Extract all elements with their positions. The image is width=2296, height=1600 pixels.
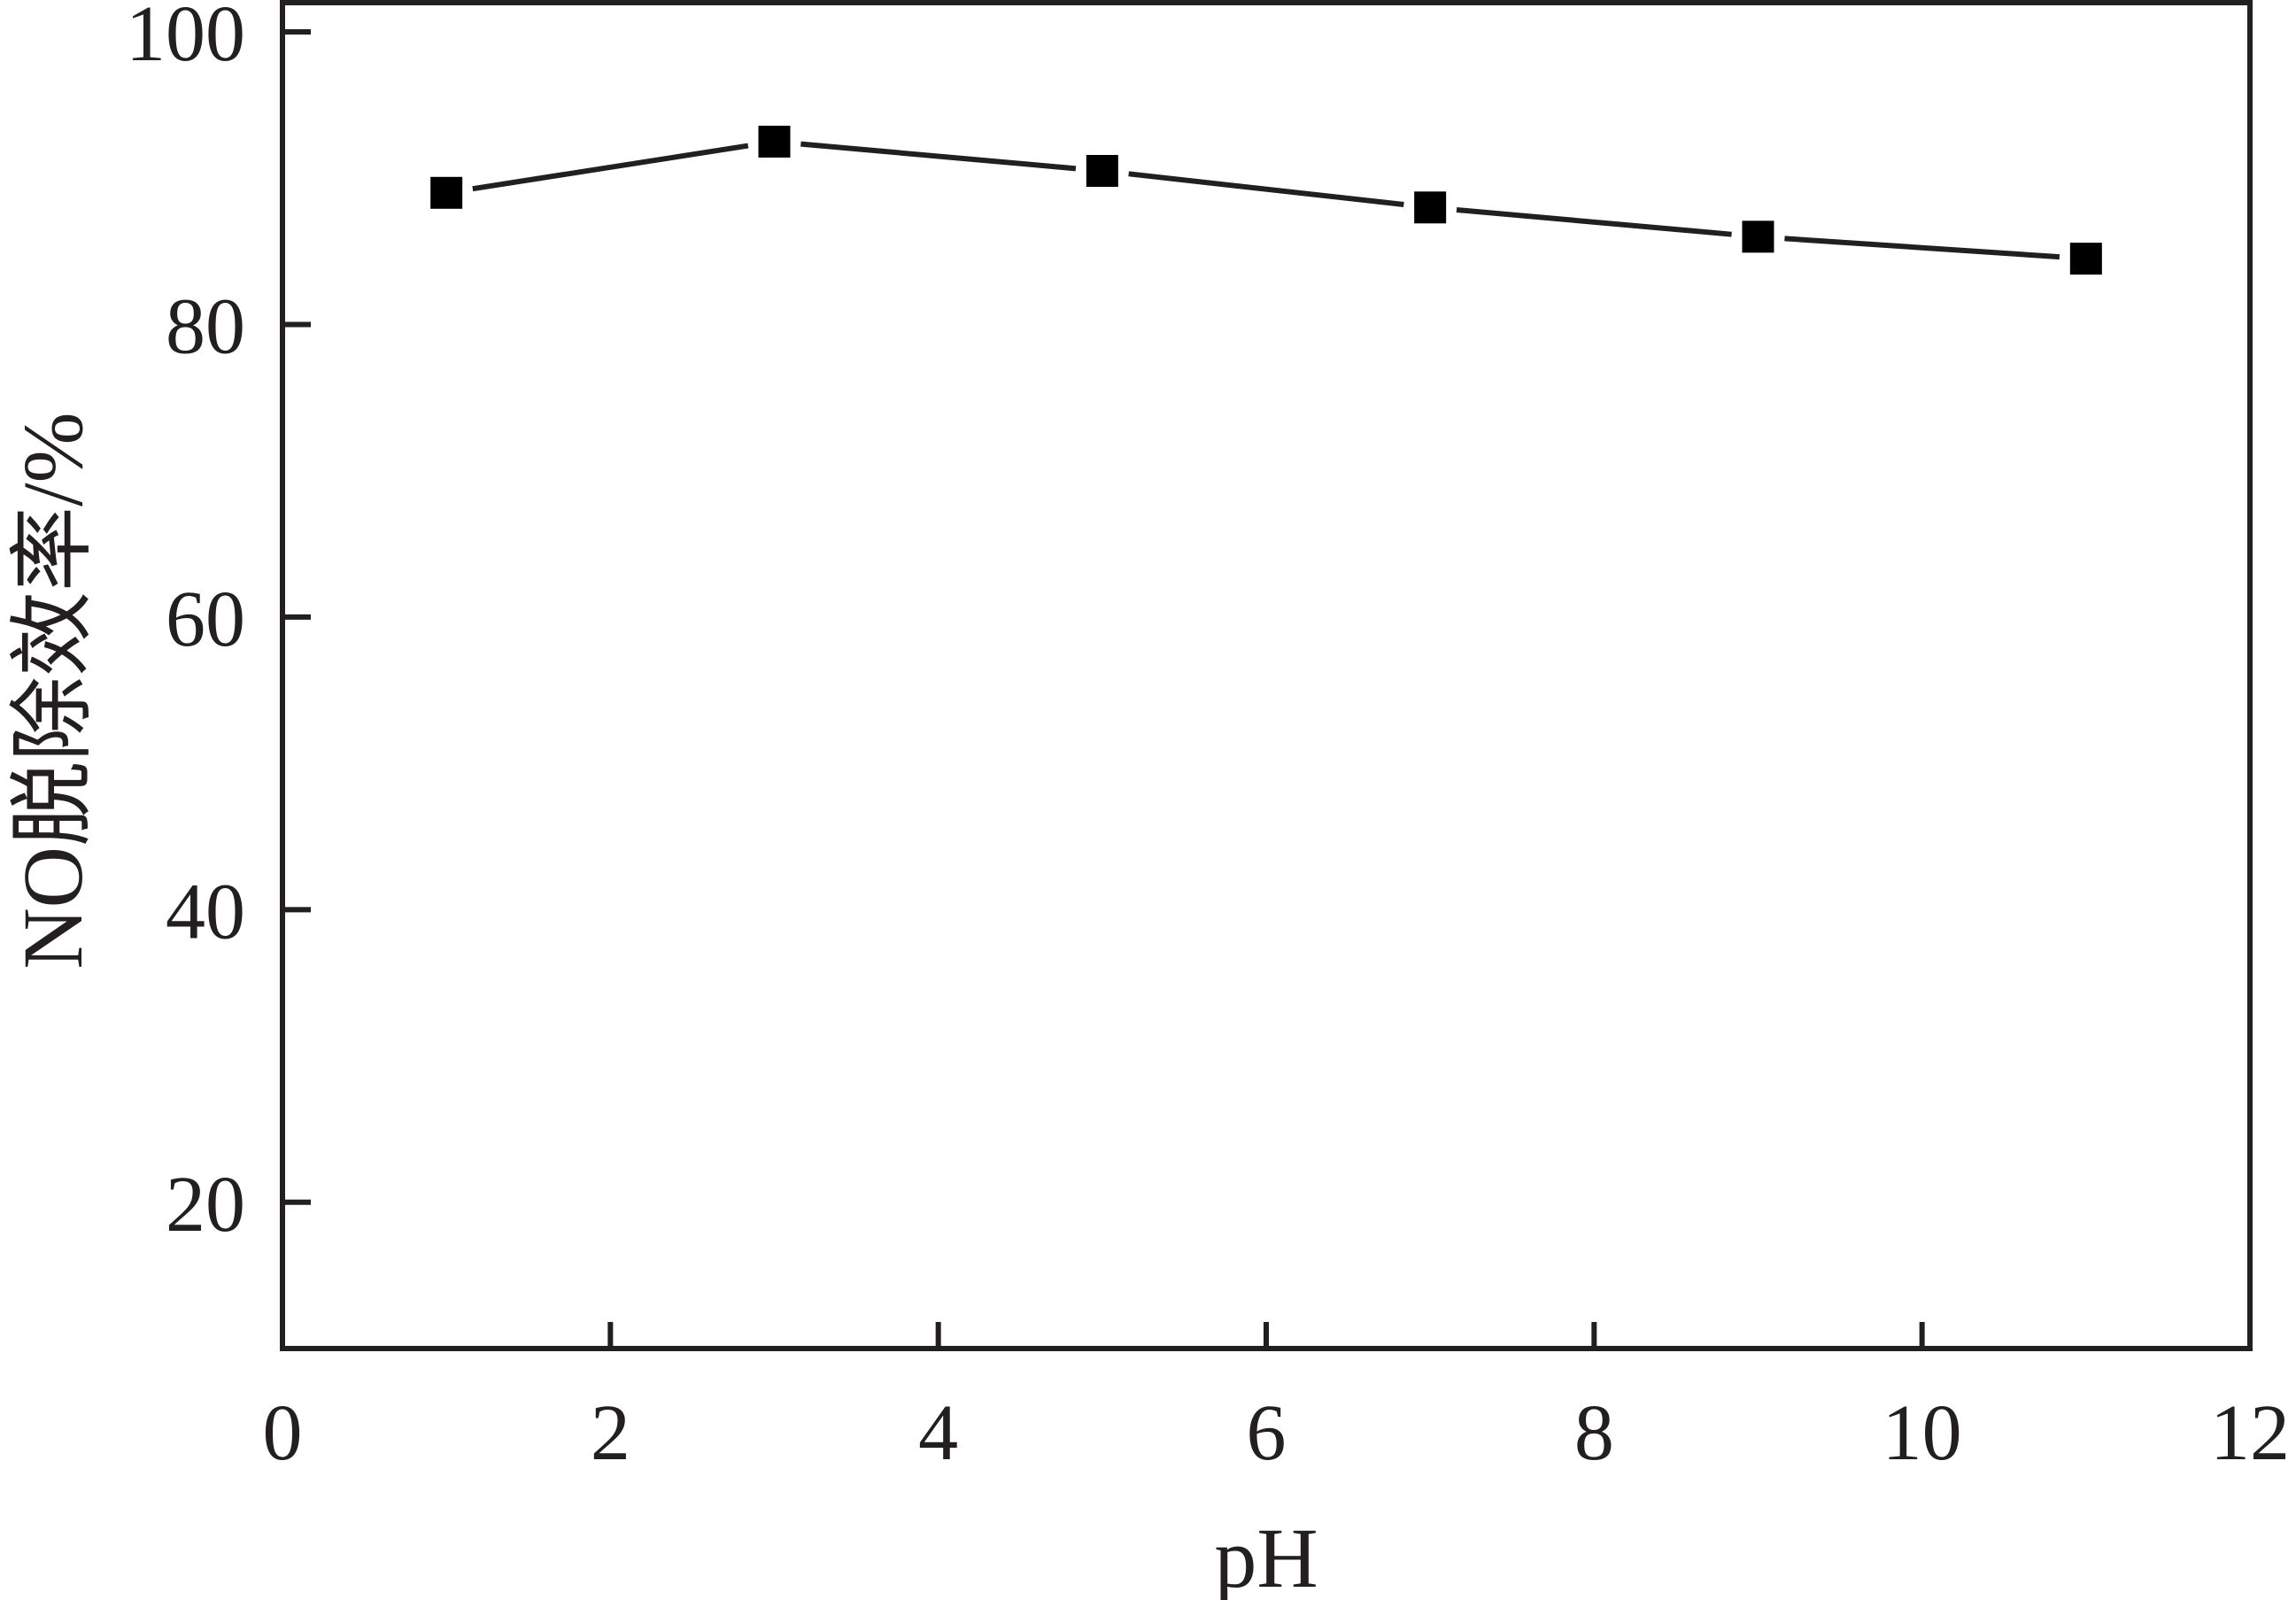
y-axis-title: NO脱除效率/%	[5, 412, 100, 969]
y-ticks: 20 40 60 80 100	[126, 0, 311, 1248]
x-tick-label-6: 12	[2210, 1389, 2290, 1477]
series-0-point-1	[758, 125, 791, 158]
y-tick-label-1: 40	[166, 868, 245, 955]
x-tick-label-4: 8	[1574, 1389, 1614, 1477]
series-0-segment-3	[1456, 206, 1732, 237]
y-tick-label-4: 100	[126, 0, 245, 78]
y-tick-label-2: 60	[166, 576, 245, 663]
series-0-point-2	[1086, 155, 1118, 187]
series-0-segment-2	[1128, 171, 1404, 207]
series-0-segment-1	[800, 141, 1077, 172]
x-tick-label-1: 2	[591, 1389, 630, 1477]
x-tick-label-2: 4	[918, 1389, 958, 1477]
series-0-point-0	[430, 176, 463, 209]
y-tick-label-0: 20	[166, 1161, 245, 1248]
x-axis-title: pH	[1214, 1511, 1318, 1600]
series-0-segment-4	[1784, 236, 2060, 260]
series-lines	[472, 141, 2060, 260]
x-ticks: 0 2 4 6 8 10 12	[263, 1322, 2290, 1477]
x-tick-label-3: 6	[1247, 1389, 1287, 1477]
plot-frame	[280, 0, 2253, 1351]
series-points	[430, 125, 2102, 275]
series-0-segment-0	[472, 143, 749, 192]
series-0-point-4	[1742, 220, 1774, 253]
y-tick-label-3: 80	[166, 282, 245, 370]
x-tick-label-0: 0	[263, 1389, 303, 1477]
x-tick-label-5: 10	[1882, 1389, 1962, 1477]
series-0-point-3	[1414, 191, 1447, 224]
series-0-point-5	[2069, 243, 2102, 275]
